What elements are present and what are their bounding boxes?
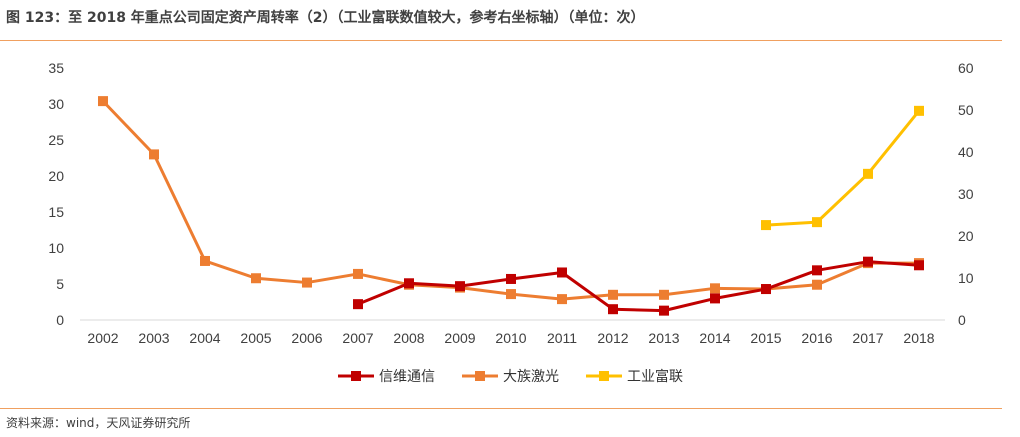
x-axis-tick-label: 2010 bbox=[495, 330, 526, 346]
right-axis-tick-label: 60 bbox=[958, 60, 974, 76]
x-axis-tick-label: 2005 bbox=[240, 330, 271, 346]
right-axis-tick-label: 40 bbox=[958, 144, 974, 160]
title-divider bbox=[0, 40, 1002, 41]
series-1-point bbox=[251, 273, 261, 284]
x-axis-tick-label: 2018 bbox=[903, 330, 934, 346]
right-axis: 0 10 20 30 40 50 60 bbox=[958, 60, 974, 328]
series-0-point bbox=[659, 305, 669, 316]
series-2-line bbox=[765, 109, 921, 227]
left-axis-tick-label: 10 bbox=[48, 240, 64, 256]
right-axis-tick-label: 10 bbox=[958, 270, 974, 286]
left-axis-tick-label: 20 bbox=[48, 168, 64, 184]
series-1-point bbox=[353, 268, 363, 279]
legend-label: 信维通信 bbox=[379, 369, 435, 385]
series-0-point bbox=[455, 281, 465, 292]
x-axis-tick-label: 2007 bbox=[342, 330, 373, 346]
series-0-point bbox=[557, 267, 567, 278]
left-axis-tick-label: 25 bbox=[48, 132, 64, 148]
legend-marker bbox=[351, 371, 361, 381]
series-0-point bbox=[863, 256, 873, 267]
series-1-point bbox=[302, 277, 312, 288]
left-axis-tick-label: 0 bbox=[56, 312, 64, 328]
x-axis-tick-label: 2011 bbox=[547, 330, 577, 346]
series-2-point bbox=[812, 217, 822, 228]
x-axis-tick-label: 2012 bbox=[597, 330, 628, 346]
x-axis: 2002 2003 2004 2005 2006 2007 2008 2009 2010 2011… bbox=[80, 319, 945, 346]
legend-marker bbox=[475, 371, 485, 381]
right-axis-tick-label: 20 bbox=[958, 228, 974, 244]
left-axis-tick-label: 30 bbox=[48, 96, 64, 112]
series-0-point bbox=[812, 265, 822, 276]
x-axis-tick-label: 2013 bbox=[648, 330, 679, 346]
legend-item: 工业富联 bbox=[586, 368, 683, 385]
x-axis-tick-label: 2003 bbox=[138, 330, 169, 346]
right-axis-tick-label: 50 bbox=[958, 102, 974, 118]
x-axis-tick-label: 2008 bbox=[393, 330, 424, 346]
series-layer bbox=[98, 96, 924, 316]
x-axis-tick-label: 2004 bbox=[189, 330, 220, 346]
series-2 bbox=[761, 105, 924, 231]
series-0-point bbox=[353, 299, 363, 310]
x-axis-tick-label: 2017 bbox=[852, 330, 883, 346]
series-0-point bbox=[710, 293, 720, 304]
x-axis-tick-label: 2009 bbox=[444, 330, 475, 346]
series-0-point bbox=[608, 304, 618, 315]
series-0-point bbox=[404, 278, 414, 289]
legend-label: 工业富联 bbox=[627, 368, 683, 385]
series-1-point bbox=[149, 149, 159, 160]
series-2-point bbox=[761, 220, 771, 231]
source-divider bbox=[0, 408, 1002, 409]
left-axis: 0 5 10 15 20 25 30 35 bbox=[48, 60, 64, 328]
x-axis-tick-label: 2006 bbox=[291, 330, 322, 346]
right-axis-tick-label: 0 bbox=[958, 312, 966, 328]
right-axis-tick-label: 30 bbox=[958, 186, 974, 202]
series-1-point bbox=[98, 96, 108, 107]
series-2-point bbox=[863, 168, 873, 179]
series-1-point bbox=[200, 255, 210, 266]
series-1-line bbox=[101, 100, 919, 301]
series-0-point bbox=[914, 260, 924, 271]
series-1-point bbox=[812, 279, 822, 290]
series-0-point bbox=[506, 273, 516, 284]
source-note: 资料来源：wind，天风证券研究所 bbox=[6, 416, 191, 430]
legend-marker bbox=[599, 371, 609, 381]
x-axis-tick-label: 2015 bbox=[750, 330, 781, 346]
series-1-point bbox=[557, 294, 567, 305]
left-axis-tick-label: 5 bbox=[56, 276, 64, 292]
x-axis-tick-label: 2016 bbox=[801, 330, 832, 346]
series-0 bbox=[353, 256, 924, 316]
left-axis-tick-label: 35 bbox=[48, 60, 64, 76]
series-0-point bbox=[761, 284, 771, 295]
series-1-point bbox=[506, 289, 516, 300]
series-1-point bbox=[710, 283, 720, 294]
legend-label: 大族激光 bbox=[503, 368, 559, 385]
x-axis-tick-label: 2002 bbox=[87, 330, 118, 346]
series-1-point bbox=[608, 289, 618, 300]
legend-item: 大族激光 bbox=[462, 368, 559, 385]
series-1 bbox=[98, 96, 924, 305]
x-axis-tick-label: 2014 bbox=[699, 330, 730, 346]
series-2-point bbox=[914, 105, 924, 116]
chart-title: 图 123：至 2018 年重点公司固定资产周转率（2）（工业富联数值较大，参考… bbox=[6, 10, 645, 26]
series-0-line bbox=[357, 260, 920, 313]
legend-item: 信维通信 bbox=[338, 369, 435, 385]
left-axis-tick-label: 15 bbox=[48, 204, 64, 220]
series-1-point bbox=[659, 289, 669, 300]
legend: 信维通信 大族激光 工业富联 bbox=[338, 368, 683, 385]
